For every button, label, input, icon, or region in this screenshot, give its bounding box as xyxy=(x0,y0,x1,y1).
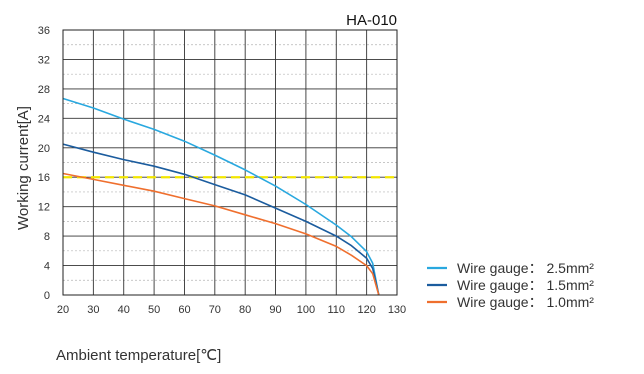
x-tick-label: 110 xyxy=(327,304,345,316)
series-line-1 xyxy=(62,97,380,296)
x-tick-labels: 20 30 40 50 60 70 80 90 100 110 120 130 xyxy=(57,304,406,316)
x-tick-label: 60 xyxy=(178,304,190,316)
y-axis-label: Working current[A] xyxy=(15,106,32,230)
legend-label-3: Wire gauge： 1.0mm² xyxy=(457,294,594,310)
x-tick-label: 100 xyxy=(297,304,315,316)
y-tick-label: 16 xyxy=(38,172,50,184)
y-tick-label: 4 xyxy=(44,261,50,273)
x-tick-label: 120 xyxy=(357,304,375,316)
y-tick-label: 36 xyxy=(38,25,50,37)
x-axis-label: Ambient temperature[℃] xyxy=(56,347,221,364)
legend-label-1: Wire gauge： 2.5mm² xyxy=(457,260,594,276)
x-tick-label: 70 xyxy=(209,304,221,316)
y-tick-label: 8 xyxy=(44,231,50,243)
x-tick-label: 40 xyxy=(118,304,130,316)
x-tick-label: 50 xyxy=(148,304,160,316)
series-layer xyxy=(62,97,380,296)
legend-label-2: Wire gauge： 1.5mm² xyxy=(457,277,594,293)
series-line-3 xyxy=(62,172,380,296)
y-tick-label: 32 xyxy=(38,54,50,66)
x-tick-label: 30 xyxy=(87,304,99,316)
x-tick-label: 130 xyxy=(388,304,406,316)
series-line-2 xyxy=(62,143,380,296)
grid xyxy=(63,30,397,295)
x-tick-label: 90 xyxy=(269,304,281,316)
y-tick-label: 12 xyxy=(38,202,50,214)
y-tick-labels: 0 4 8 12 16 20 24 28 32 36 xyxy=(38,25,50,302)
y-tick-label: 0 xyxy=(44,290,50,302)
y-tick-label: 28 xyxy=(38,84,50,96)
chart-title: HA-010 xyxy=(346,12,397,29)
x-tick-label: 80 xyxy=(239,304,251,316)
plot-border xyxy=(62,29,398,296)
x-tick-label: 20 xyxy=(57,304,69,316)
y-tick-label: 24 xyxy=(38,113,50,125)
y-tick-label: 20 xyxy=(38,143,50,155)
